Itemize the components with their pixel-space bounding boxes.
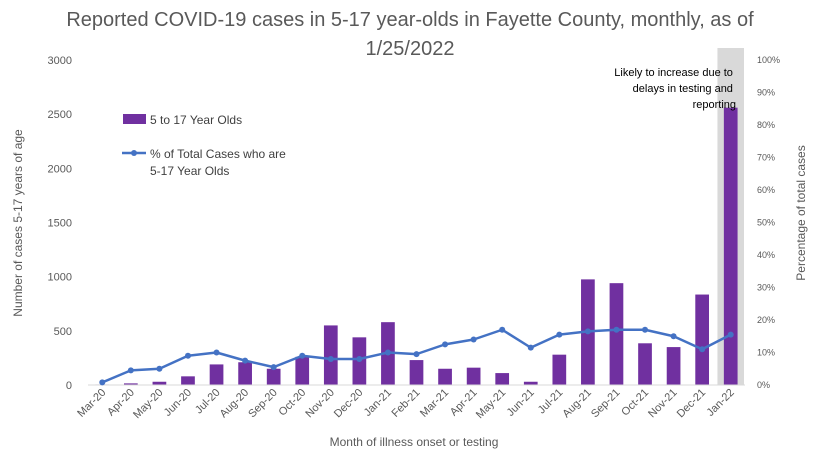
pct-point-Aug-21 [584,328,591,335]
x-tick-label: Aug-21 [560,387,594,421]
y-tick-label: 2000 [48,163,72,175]
annotation: Likely to increase due to delays in test… [614,67,736,111]
pct-point-Jul-21 [556,331,563,338]
pct-point-Aug-20 [242,357,249,364]
bar-Apr-20 [123,383,138,385]
pct-point-Oct-20 [299,352,306,359]
x-tick-label: Jun-20 [162,387,194,419]
pct-point-Feb-21 [413,351,420,358]
pct-point-Apr-21 [470,336,477,343]
bar-Nov-20 [323,325,338,385]
x-tick-label: Jun-21 [505,387,537,419]
y-tick-label: 0 [66,380,72,392]
bar-Jul-21 [552,354,567,385]
y2-tick-label: 90% [757,88,775,98]
x-axis-title: Month of illness onset or testing [330,435,499,449]
pct-point-Dec-20 [356,356,363,362]
x-tick-label: Nov-21 [646,387,680,421]
x-tick-label: May-20 [131,387,165,421]
bar-May-21 [495,373,510,385]
x-tick-label: Mar-20 [75,387,108,420]
y-tick-label: 3000 [48,55,72,67]
pct-point-Mar-21 [442,341,449,348]
x-tick-label: Jan-22 [705,387,737,419]
x-tick-label: Feb-21 [389,387,422,420]
y2-tick-label: 30% [757,283,775,293]
pct-point-Sep-21 [613,326,620,333]
chart-title: Reported COVID-19 cases in 5-17 year-old… [66,9,754,60]
x-tick-label: Sep-21 [589,387,623,421]
pct-point-May-20 [156,365,163,372]
pct-point-Jun-20 [184,352,191,359]
pct-point-May-21 [499,326,506,333]
pct-point-Jan-22 [727,331,734,338]
bar-Oct-20 [295,356,310,385]
x-tick-label: Dec-21 [675,387,709,421]
y2-axis-title: Percentage of total cases [794,145,808,280]
bar-May-20 [152,381,167,385]
pct-point-Sep-20 [270,364,277,371]
legend-swatch-marker [131,150,137,156]
bar-Feb-21 [409,360,424,385]
y2-tick-label: 40% [757,250,775,260]
y2-tick-label: 100% [757,55,780,65]
bar-Sep-20 [266,368,281,385]
y-tick-label: 500 [54,326,72,338]
y2-tick-label: 70% [757,153,775,163]
bar-Sep-21 [609,283,624,385]
pct-point-Nov-21 [670,333,677,340]
legend: 5 to 17 Year Olds % of Total Cases who a… [122,113,289,178]
x-tick-label: Sep-20 [246,387,280,421]
bar-Oct-21 [638,343,652,385]
x-tick-label: Aug-20 [218,387,252,421]
x-tick-label: Mar-21 [418,387,451,420]
bar-Aug-20 [238,362,252,385]
x-tick-label: Jan-21 [362,387,394,419]
x-tick-label: May-21 [474,387,508,421]
x-tick-label: Dec-20 [332,387,366,421]
y2-tick-label: 80% [757,120,775,130]
x-tick-label: Oct-20 [277,387,309,419]
bar-Jun-21 [523,381,538,385]
y2-tick-label: 50% [757,218,775,228]
y2-tick-label: 10% [757,348,775,358]
legend-swatch-bars [123,114,146,124]
bar-Apr-21 [466,367,481,385]
pct-point-Mar-20 [99,379,106,386]
pct-point-Dec-21 [699,346,706,353]
bar-Dec-21 [695,294,710,385]
y-tick-label: 1000 [48,272,72,284]
bar-Jan-22 [723,107,738,386]
y2-tick-label: 0% [757,380,770,390]
bar-Nov-21 [666,347,681,385]
y2-tick-label: 20% [757,315,775,325]
legend-label-line: % of Total Cases who are 5-17 Year Olds [150,147,289,178]
y2-tick-label: 60% [757,185,775,195]
pct-point-Nov-20 [327,356,334,362]
pct-point-Apr-20 [127,367,134,374]
y-axis-title: Number of cases 5-17 years of age [11,129,25,317]
bar-Jun-20 [181,376,195,385]
pct-point-Jan-21 [384,349,391,356]
legend-label-bars: 5 to 17 Year Olds [150,113,242,127]
x-tick-label: Nov-20 [303,387,337,421]
y-tick-label: 1500 [48,218,72,230]
pct-point-Jul-20 [213,349,220,356]
pct-point-Jun-21 [527,344,534,351]
pct-point-Oct-21 [642,326,649,333]
bar-Jul-20 [209,364,224,385]
bar-Mar-21 [438,368,452,385]
x-tick-label: Oct-21 [619,387,651,419]
y-tick-label: 2500 [48,109,72,121]
